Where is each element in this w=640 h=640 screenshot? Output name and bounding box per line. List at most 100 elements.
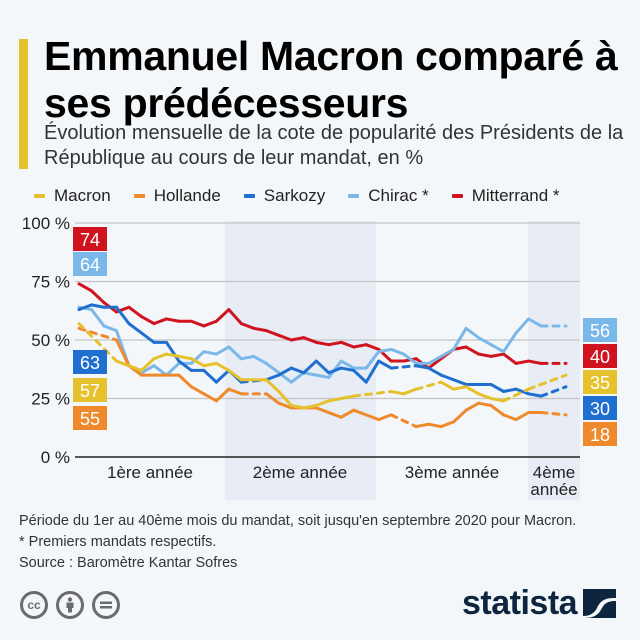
- statista-logo[interactable]: statista: [462, 584, 617, 623]
- series-segment-hollande: [177, 373, 193, 389]
- series-segment-macron: [214, 361, 231, 372]
- end-value-label-sarkozy: 30: [590, 399, 610, 419]
- start-value-label-macron: 57: [80, 381, 100, 401]
- start-value-label-hollande: 55: [80, 409, 100, 429]
- series-segment-chirac: [339, 359, 356, 370]
- series-segment-hollande: [214, 387, 231, 403]
- series-segment-hollande: [502, 413, 518, 422]
- series-segment-chirac: [202, 350, 218, 356]
- series-segment-macron: [389, 389, 406, 396]
- series-segment-mitterrand: [277, 333, 293, 342]
- series-segment-chirac: [364, 350, 381, 370]
- series-segment-sarkozy: [414, 364, 431, 370]
- attribution-icon[interactable]: [56, 591, 84, 619]
- series-segment-macron: [302, 404, 318, 410]
- footnote-period: Période du 1er au 40ème mois du mandat, …: [19, 513, 577, 529]
- series-segment-chirac: [477, 336, 493, 347]
- series-segment-macron: [139, 357, 156, 372]
- start-value-box-hollande: [73, 406, 107, 430]
- series-segment-chirac: [264, 361, 281, 375]
- y-tick-label: 0 %: [41, 448, 70, 467]
- series-segment-mitterrand: [502, 352, 518, 365]
- end-value-label-macron: 35: [590, 373, 610, 393]
- series-segment-sarkozy: [452, 378, 468, 386]
- legend-label: Sarkozy: [263, 186, 326, 205]
- legend-label: Hollande: [153, 186, 221, 205]
- series-segment-hollande: [277, 401, 293, 410]
- end-value-label-hollande: 18: [590, 425, 610, 445]
- series-segment-sarkozy: [339, 366, 356, 372]
- series-segment-macron: [527, 373, 568, 391]
- series-segment-chirac: [377, 347, 393, 354]
- series-segment-hollande: [77, 326, 118, 342]
- series-segment-sarkozy: [264, 373, 281, 382]
- series-segment-sarkozy: [277, 366, 293, 377]
- chart-title: Emmanuel Macron comparé à ses prédécesse…: [44, 33, 618, 126]
- series-segment-macron: [264, 378, 281, 393]
- start-value-box-chirac: [73, 252, 107, 276]
- series-segment-hollande: [227, 387, 243, 396]
- y-tick-label: 50 %: [31, 331, 70, 350]
- x-year-label: 1ère année: [107, 463, 193, 482]
- series-segment-mitterrand: [264, 329, 281, 337]
- series-segment-hollande: [477, 401, 493, 408]
- series-segment-mitterrand: [189, 319, 206, 328]
- series-segment-hollande: [264, 392, 281, 405]
- no-derivatives-icon[interactable]: [92, 591, 120, 619]
- series-segment-chirac: [164, 361, 181, 377]
- series-segment-macron: [339, 394, 356, 400]
- series-segment-chirac: [289, 371, 306, 384]
- series-segment-mitterrand: [164, 317, 181, 323]
- series-segment-macron: [114, 359, 131, 368]
- series-segment-mitterrand: [139, 315, 156, 326]
- series-segment-sarkozy: [502, 387, 518, 393]
- series-segment-chirac: [252, 354, 268, 365]
- legend-label: Macron: [54, 186, 111, 205]
- series-segment-hollande: [389, 413, 418, 429]
- series-segment-mitterrand: [77, 282, 93, 293]
- start-value-label-mitterrand: 74: [80, 230, 100, 250]
- series-segment-macron: [414, 380, 443, 391]
- series-segment-hollande: [364, 413, 381, 422]
- series-segment-sarkozy: [539, 385, 568, 398]
- y-tick-label: 75 %: [31, 273, 70, 292]
- series-segment-hollande: [339, 408, 356, 419]
- start-value-box-sarkozy: [73, 350, 107, 374]
- series-segment-chirac: [502, 331, 518, 354]
- series-segment-sarkozy: [177, 359, 193, 372]
- series-segment-sarkozy: [527, 392, 543, 398]
- series-segment-sarkozy: [427, 366, 443, 377]
- series-segment-macron: [227, 368, 243, 382]
- series-segment-chirac: [514, 317, 531, 335]
- end-value-box-macron: [583, 370, 617, 394]
- legend-item-mitterrand: Mitterrand *: [451, 186, 560, 206]
- series-segment-sarkozy: [377, 359, 393, 370]
- legend: Macron Hollande Sarkozy Chirac * Mitterrand …: [34, 186, 583, 206]
- series-segment-macron: [452, 385, 468, 391]
- series-segment-macron: [189, 357, 206, 368]
- series-segment-sarkozy: [364, 359, 381, 384]
- legend-swatch: [451, 194, 463, 198]
- series-segment-mitterrand: [152, 317, 168, 326]
- series-segment-hollande: [539, 411, 568, 417]
- series-segment-mitterrand: [227, 308, 243, 326]
- series-segment-hollande: [352, 408, 368, 417]
- series-segment-chirac: [314, 373, 331, 379]
- series-segment-macron: [502, 387, 531, 403]
- series-segment-hollande: [514, 411, 531, 422]
- legend-swatch: [243, 194, 255, 198]
- series-segment-sarkozy: [302, 359, 318, 375]
- cc-icon[interactable]: cc: [20, 591, 48, 619]
- series-segment-macron: [352, 389, 393, 398]
- series-segment-mitterrand: [214, 308, 231, 323]
- series-segment-mitterrand: [327, 340, 343, 347]
- series-segment-sarkozy: [314, 359, 331, 375]
- series-segment-sarkozy: [489, 382, 506, 393]
- license-icons: cc: [20, 591, 120, 619]
- series-segment-chirac: [464, 326, 481, 340]
- start-value-box-mitterrand: [73, 227, 107, 251]
- series-segment-mitterrand: [489, 352, 506, 358]
- series-segment-sarkozy: [139, 331, 156, 344]
- series-segment-macron: [327, 397, 343, 403]
- series-segment-mitterrand: [289, 336, 306, 342]
